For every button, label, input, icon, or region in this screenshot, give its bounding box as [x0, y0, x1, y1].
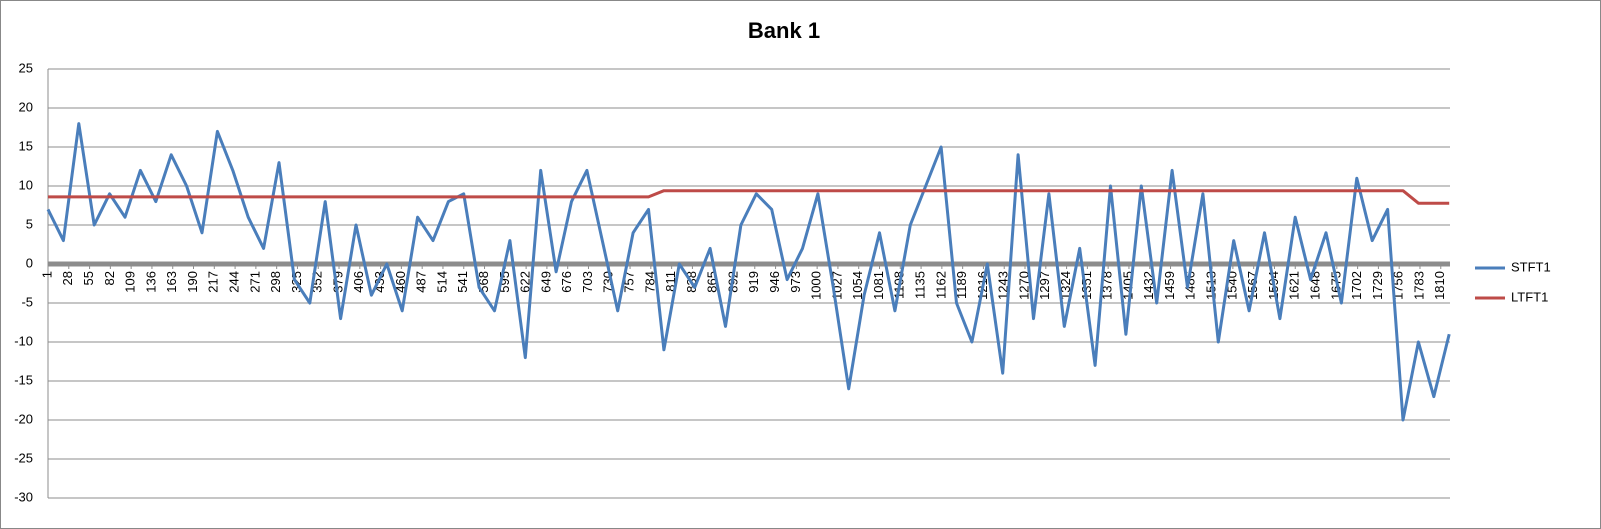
x-tick-label: 136	[143, 271, 158, 293]
x-tick-label: 1162	[933, 271, 948, 299]
x-tick-label: 244	[227, 271, 242, 293]
x-tick-label: 1189	[954, 271, 969, 299]
legend-label: STFT1	[1511, 259, 1551, 274]
x-tick-label: 109	[123, 271, 138, 293]
x-tick-label: 1810	[1432, 271, 1447, 300]
x-tick-label: 1297	[1037, 271, 1052, 300]
x-tick-label: 460	[393, 271, 408, 293]
y-tick-label: -10	[14, 333, 33, 348]
x-tick-label: 487	[414, 271, 429, 293]
x-tick-label: 1459	[1162, 271, 1177, 300]
y-tick-label: -20	[14, 411, 33, 426]
x-tick-label: 919	[746, 271, 761, 293]
x-tick-label: 973	[788, 271, 803, 293]
x-tick-label: 28	[60, 271, 75, 285]
y-tick-label: -25	[14, 450, 33, 465]
x-tick-label: 946	[767, 271, 782, 293]
y-tick-label: -15	[14, 372, 33, 387]
x-tick-label: 163	[164, 271, 179, 293]
y-tick-label: 10	[19, 177, 33, 192]
x-tick-label: 190	[185, 271, 200, 293]
x-tick-label: 406	[351, 271, 366, 293]
x-tick-label: 514	[434, 271, 449, 293]
x-tick-label: 784	[642, 271, 657, 293]
x-tick-label: 1000	[809, 271, 824, 300]
x-tick-label: 1054	[850, 271, 865, 300]
x-tick-label: 649	[538, 271, 553, 293]
x-tick-label: 1621	[1287, 271, 1302, 300]
y-tick-label: 15	[19, 138, 33, 153]
x-tick-label: 1729	[1370, 271, 1385, 300]
x-tick-label: 217	[206, 271, 221, 293]
chart-title: Bank 1	[748, 18, 820, 43]
x-tick-label: 1270	[1016, 271, 1031, 300]
y-tick-label: 0	[26, 255, 33, 270]
y-tick-label: 5	[26, 216, 33, 231]
x-tick-label: 55	[81, 271, 96, 285]
x-tick-label: 82	[102, 271, 117, 285]
y-tick-label: -30	[14, 489, 33, 504]
x-tick-label: 1783	[1411, 271, 1426, 300]
y-tick-label: -5	[21, 294, 33, 309]
legend-label: LTFT1	[1511, 289, 1548, 304]
x-tick-label: 1081	[871, 271, 886, 300]
x-tick-label: 271	[247, 271, 262, 293]
x-tick-label: 1135	[913, 271, 928, 299]
y-tick-label: 25	[19, 60, 33, 75]
x-tick-label: 1702	[1349, 271, 1364, 300]
x-tick-label: 298	[268, 271, 283, 293]
x-tick-label: 622	[518, 271, 533, 293]
series-line	[48, 189, 1450, 205]
y-tick-label: 20	[19, 99, 33, 114]
x-tick-label: 703	[580, 271, 595, 293]
series-line	[46, 122, 1451, 422]
x-tick-label: 541	[455, 271, 470, 293]
x-tick-label: 1	[39, 271, 54, 278]
x-tick-label: 676	[559, 271, 574, 293]
